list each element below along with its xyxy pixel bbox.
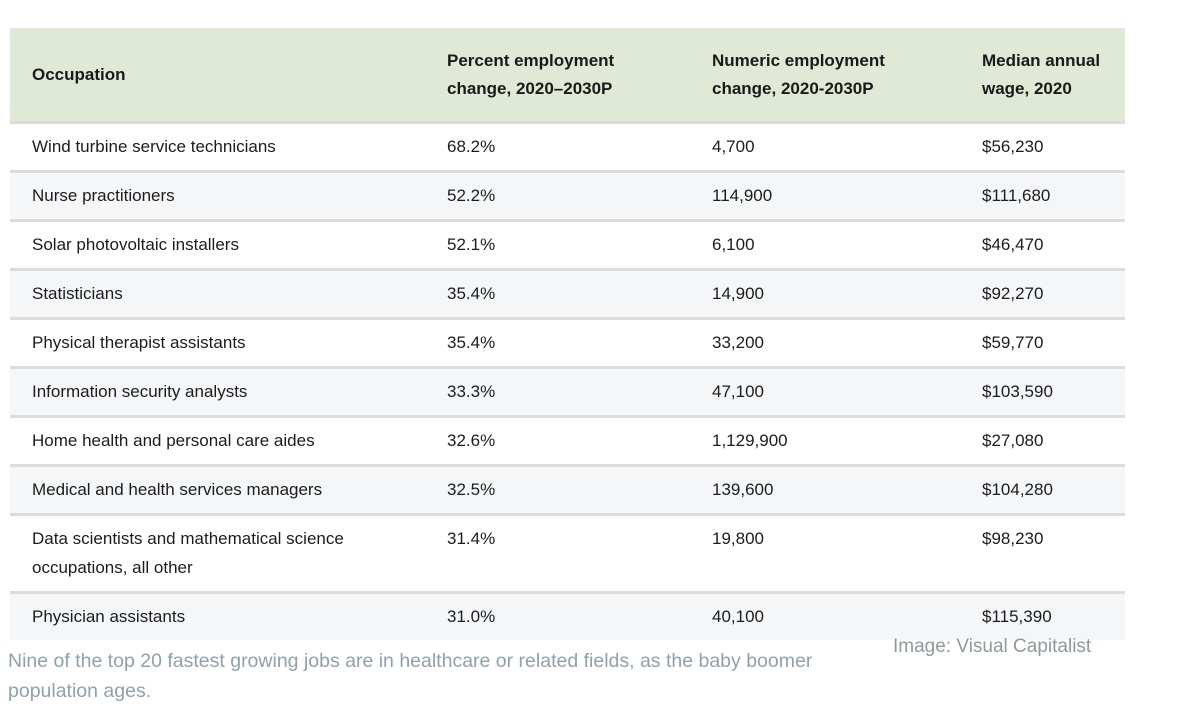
value-cell: 14,900 xyxy=(712,284,764,303)
value-cell: 33.3% xyxy=(447,382,496,401)
value-cell: $56,230 xyxy=(982,137,1044,156)
table-row: Medical and health services managers 32.5… xyxy=(10,464,1125,513)
occupation-cell: Nurse practitioners xyxy=(32,186,175,205)
value-cell: 4,700 xyxy=(712,137,755,156)
image-caption: Nine of the top 20 fastest growing jobs … xyxy=(8,650,813,702)
column-header-numeric-change: Numeric employment change, 2020-2030P xyxy=(712,50,885,98)
value-cell: 47,100 xyxy=(712,382,764,401)
occupation-cell: Information security analysts xyxy=(32,382,248,401)
occupation-cell: Wind turbine service technicians xyxy=(32,137,276,156)
value-cell: 32.6% xyxy=(447,431,496,450)
table-row: Information security analysts 33.3% 47,100… xyxy=(10,366,1125,415)
value-cell: 52.1% xyxy=(447,235,496,254)
value-cell: 6,100 xyxy=(712,235,755,254)
table-row: Statisticians 35.4% 14,900 $92,270 xyxy=(10,268,1125,317)
value-cell: 1,129,900 xyxy=(712,431,788,450)
value-cell: 52.2% xyxy=(447,186,496,205)
occupation-cell: Statisticians xyxy=(32,284,123,303)
value-cell: 68.2% xyxy=(447,137,496,156)
value-cell: 32.5% xyxy=(447,480,496,499)
value-cell: 33,200 xyxy=(712,333,764,352)
value-cell: 31.4% xyxy=(447,529,496,548)
table-body: Wind turbine service technicians 68.2% 4,7… xyxy=(10,121,1125,640)
table-header-row: Occupation Percent employment change, 20… xyxy=(10,28,1125,121)
value-cell: 114,900 xyxy=(712,186,773,205)
occupations-table: Occupation Percent employment change, 20… xyxy=(10,28,1125,640)
value-cell: 35.4% xyxy=(447,284,496,303)
value-cell: $92,270 xyxy=(982,284,1044,303)
occupation-cell: Home health and personal care aides xyxy=(32,431,315,450)
value-cell: $111,680 xyxy=(982,186,1051,205)
value-cell: 31.0% xyxy=(447,607,496,626)
value-cell: 139,600 xyxy=(712,480,774,499)
table-row: Nurse practitioners 52.2% 114,900 $111,680 xyxy=(10,170,1125,219)
column-header-occupation: Occupation xyxy=(32,64,126,84)
table-row: Physician assistants 31.0% 40,100 $115,390 xyxy=(10,591,1125,640)
column-header-median-wage: Median annual wage, 2020 xyxy=(982,50,1101,98)
table-row: Wind turbine service technicians 68.2% 4,7… xyxy=(10,121,1125,170)
table-row: Solar photovoltaic installers 52.1% 6,100 $… xyxy=(10,219,1125,268)
value-cell: $104,280 xyxy=(982,480,1053,499)
value-cell: 40,100 xyxy=(712,607,764,626)
occupation-cell: Medical and health services managers xyxy=(32,480,323,499)
occupation-cell: Physical therapist assistants xyxy=(32,333,246,352)
value-cell: $103,590 xyxy=(982,382,1053,401)
column-header-percent-change: Percent employment change, 2020–2030P xyxy=(447,50,615,98)
value-cell: $115,390 xyxy=(982,607,1052,626)
value-cell: 35.4% xyxy=(447,333,496,352)
occupation-cell: Physician assistants xyxy=(32,607,186,626)
value-cell: $27,080 xyxy=(982,431,1044,450)
image-credit: Image: Visual Capitalist xyxy=(893,636,1092,657)
value-cell: $98,230 xyxy=(982,529,1044,548)
table-row: Physical therapist assistants 35.4% 33,200… xyxy=(10,317,1125,366)
value-cell: $46,470 xyxy=(982,235,1044,254)
occupation-cell: Solar photovoltaic installers xyxy=(32,235,239,254)
occupation-cell: Data scientists and mathematical science… xyxy=(32,529,344,577)
table-row: Home health and personal care aides 32.6%… xyxy=(10,415,1125,464)
value-cell: 19,800 xyxy=(712,529,764,548)
table-row: Data scientists and mathematical science… xyxy=(10,513,1125,591)
value-cell: $59,770 xyxy=(982,333,1044,352)
